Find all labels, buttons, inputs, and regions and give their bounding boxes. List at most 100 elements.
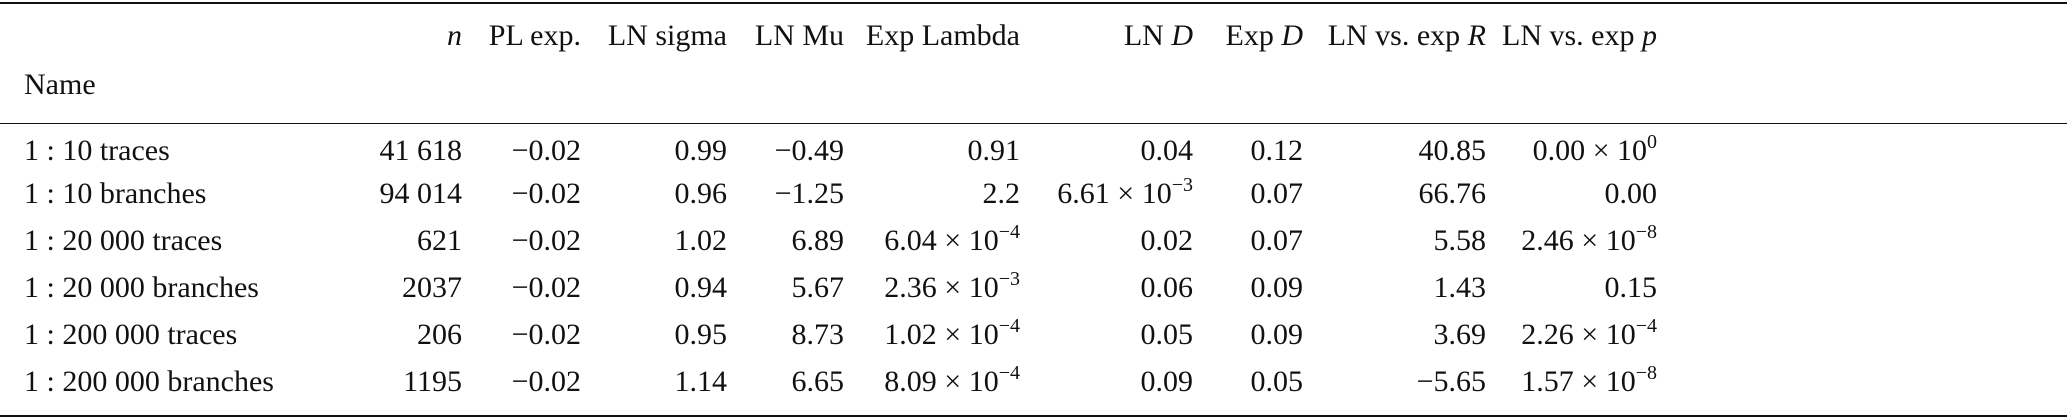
cell-ln-mu: −1.25 (774, 176, 844, 210)
cell-ln-vs-exp-p-mantissa: 0.00 (1604, 176, 1658, 210)
header-rule (0, 123, 2067, 124)
cell-ln-vs-exp-p-exponent: −8 (1635, 361, 1657, 384)
cell-ln-vs-exp-p: 2.26 × 10−4 (1486, 311, 1657, 358)
header-ln-vs-exp-r: LN vs. exp R (1327, 19, 1486, 52)
cell-ln-vs-exp-r: 66.76 (1418, 176, 1487, 210)
table-row: 1 : 200 000 traces 206 −0.02 0.95 8.73 1.02 ×… (0, 311, 1657, 358)
table-row: 1 : 10 branches 94 014 −0.02 0.96 −1.25 2.2 6.… (0, 170, 1657, 217)
cell-ln-d-mantissa: 0.02 (1140, 223, 1194, 257)
cell-exp-d: 0.07 (1250, 176, 1304, 210)
cell-pl-exp: −0.02 (511, 176, 581, 210)
cell-ln-d: 6.61 × 10−3 (1020, 170, 1193, 217)
cell-exp-lambda-mantissa: 0.91 (967, 133, 1021, 167)
table-row: 1 : 20 000 traces 621 −0.02 1.02 6.89 6.04 × … (0, 217, 1657, 264)
cell-ln-vs-exp-p-mantissa: 2.26 × 10 (1521, 317, 1636, 351)
cell-ln-d-mantissa: 0.09 (1140, 364, 1194, 398)
header-ln-vs-exp-p: LN vs. exp p (1502, 19, 1657, 52)
cell-exp-lambda-exponent: −3 (998, 267, 1020, 290)
cell-ln-sigma: 0.99 (674, 133, 728, 167)
bottom-rule (0, 415, 2067, 417)
cell-exp-lambda-mantissa: 8.09 × 10 (884, 364, 999, 398)
cell-ln-vs-exp-r: 40.85 (1418, 133, 1487, 167)
cell-ln-mu: 8.73 (791, 317, 845, 351)
cell-name: 1 : 200 000 branches (24, 364, 274, 398)
table-row: 1 : 10 traces 41 618 −0.02 0.99 −0.49 0.91 0.0… (0, 123, 1657, 170)
cell-ln-d: 0.06 (1020, 264, 1194, 311)
cell-n: 2037 (402, 270, 462, 304)
cell-exp-lambda-mantissa: 2.2 (982, 176, 1021, 210)
header-pl-exp: PL exp. (488, 19, 581, 52)
cell-exp-d: 0.12 (1250, 133, 1304, 167)
cell-ln-d-mantissa: 0.06 (1140, 270, 1194, 304)
cell-pl-exp: −0.02 (511, 317, 581, 351)
cell-ln-d: 0.05 (1020, 311, 1194, 358)
cell-name: 1 : 200 000 traces (24, 317, 238, 351)
cell-ln-sigma: 0.96 (674, 176, 728, 210)
cell-ln-d-mantissa: 0.04 (1140, 133, 1194, 167)
cell-exp-d: 0.09 (1250, 317, 1304, 351)
top-rule (0, 2, 2067, 4)
cell-exp-lambda: 2.2 (844, 170, 1021, 217)
cell-name: 1 : 10 branches (24, 176, 207, 210)
cell-ln-vs-exp-p: 0.00 × 100 (1486, 123, 1657, 170)
cell-ln-sigma: 0.94 (674, 270, 728, 304)
cell-ln-d-mantissa: 0.05 (1140, 317, 1194, 351)
header-n: n (447, 19, 462, 52)
cell-exp-d: 0.07 (1250, 223, 1304, 257)
table-row: 1 : 20 000 branches 2037 −0.02 0.94 5.67 2.36… (0, 264, 1657, 311)
cell-n: 1195 (403, 364, 462, 398)
cell-ln-vs-exp-p: 2.46 × 10−8 (1486, 217, 1657, 264)
cell-pl-exp: −0.02 (511, 364, 581, 398)
cell-ln-mu: 6.65 (791, 364, 845, 398)
cell-exp-lambda-exponent: −4 (998, 314, 1020, 337)
cell-exp-lambda-exponent: −4 (998, 220, 1020, 243)
table-row: 1 : 200 000 branches 1195 −0.02 1.14 6.65 8.0… (0, 358, 1657, 405)
cell-ln-sigma: 0.95 (674, 317, 728, 351)
cell-name: 1 : 10 traces (24, 133, 170, 167)
cell-ln-mu: 5.67 (791, 270, 845, 304)
header-exp-d: Exp D (1225, 19, 1304, 52)
cell-pl-exp: −0.02 (511, 270, 581, 304)
cell-ln-d: 0.09 (1020, 358, 1194, 405)
cell-ln-vs-exp-r: −5.65 (1416, 364, 1486, 398)
cell-exp-lambda-mantissa: 1.02 × 10 (884, 317, 999, 351)
cell-ln-sigma: 1.02 (674, 223, 728, 257)
cell-ln-vs-exp-p-mantissa: 2.46 × 10 (1521, 223, 1636, 257)
header-ln-d: LN D (1123, 19, 1193, 52)
cell-ln-vs-exp-p: 0.15 (1486, 264, 1658, 311)
cell-ln-vs-exp-p-exponent: −4 (1635, 314, 1657, 337)
cell-n: 41 618 (379, 133, 463, 167)
cell-ln-vs-exp-r: 1.43 (1433, 270, 1487, 304)
cell-exp-lambda: 8.09 × 10−4 (844, 358, 1020, 405)
cell-exp-lambda: 6.04 × 10−4 (844, 217, 1020, 264)
cell-ln-vs-exp-p-mantissa: 1.57 × 10 (1521, 364, 1636, 398)
data-table: n PL exp. LN sigma LN Mu Exp Lambda LN D… (0, 4, 1657, 405)
cell-ln-vs-exp-p-exponent: 0 (1647, 130, 1657, 153)
cell-n: 621 (417, 223, 462, 257)
cell-n: 94 014 (379, 176, 463, 210)
cell-ln-d-mantissa: 6.61 × 10 (1057, 176, 1172, 210)
header-exp-lambda: Exp Lambda (865, 19, 1020, 52)
cell-ln-vs-exp-p: 1.57 × 10−8 (1486, 358, 1657, 405)
cell-ln-vs-exp-p-mantissa: 0.15 (1604, 270, 1658, 304)
cell-exp-lambda-mantissa: 2.36 × 10 (884, 270, 999, 304)
cell-ln-vs-exp-r: 5.58 (1433, 223, 1487, 257)
header-ln-sigma: LN sigma (607, 19, 727, 52)
cell-exp-lambda-mantissa: 6.04 × 10 (884, 223, 999, 257)
cell-ln-vs-exp-p-exponent: −8 (1635, 220, 1657, 243)
cell-ln-sigma: 1.14 (674, 364, 728, 398)
cell-ln-mu: −0.49 (774, 133, 844, 167)
cell-pl-exp: −0.02 (511, 133, 581, 167)
cell-exp-lambda: 2.36 × 10−3 (844, 264, 1020, 311)
cell-ln-mu: 6.89 (791, 223, 845, 257)
header-ln-mu: LN Mu (754, 19, 844, 52)
cell-exp-d: 0.09 (1250, 270, 1304, 304)
cell-ln-vs-exp-p: 0.00 (1486, 170, 1658, 217)
cell-exp-lambda: 1.02 × 10−4 (844, 311, 1020, 358)
cell-exp-d: 0.05 (1250, 364, 1304, 398)
cell-ln-d-exponent: −3 (1171, 173, 1193, 196)
cell-exp-lambda-exponent: −4 (998, 361, 1020, 384)
cell-ln-vs-exp-p-mantissa: 0.00 × 10 (1532, 133, 1647, 167)
cell-exp-lambda: 0.91 (844, 123, 1021, 170)
